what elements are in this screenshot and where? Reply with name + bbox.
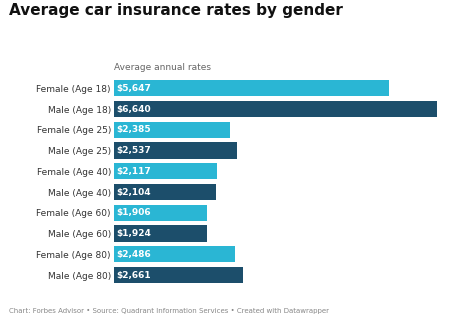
Text: $1,924: $1,924 <box>117 229 152 238</box>
Bar <box>114 267 243 283</box>
Bar <box>114 143 237 159</box>
Text: Chart: Forbes Advisor • Source: Quadrant Information Services • Created with Dat: Chart: Forbes Advisor • Source: Quadrant… <box>9 308 329 314</box>
Text: $2,661: $2,661 <box>117 270 151 280</box>
Bar <box>114 184 216 200</box>
Text: Average annual rates: Average annual rates <box>114 63 211 72</box>
Text: $1,906: $1,906 <box>117 208 151 217</box>
Text: $2,117: $2,117 <box>117 167 151 176</box>
Bar <box>114 80 389 96</box>
Text: $2,104: $2,104 <box>117 188 151 197</box>
Bar <box>114 246 235 263</box>
Bar <box>114 101 437 117</box>
Text: $2,537: $2,537 <box>117 146 151 155</box>
Text: $2,385: $2,385 <box>117 125 151 134</box>
Bar <box>114 163 217 179</box>
Text: $2,486: $2,486 <box>117 250 151 259</box>
Text: $5,647: $5,647 <box>117 84 152 93</box>
Text: Average car insurance rates by gender: Average car insurance rates by gender <box>9 3 343 18</box>
Bar <box>114 122 230 138</box>
Bar <box>114 205 207 221</box>
Text: $6,640: $6,640 <box>117 105 151 113</box>
Bar <box>114 226 208 242</box>
